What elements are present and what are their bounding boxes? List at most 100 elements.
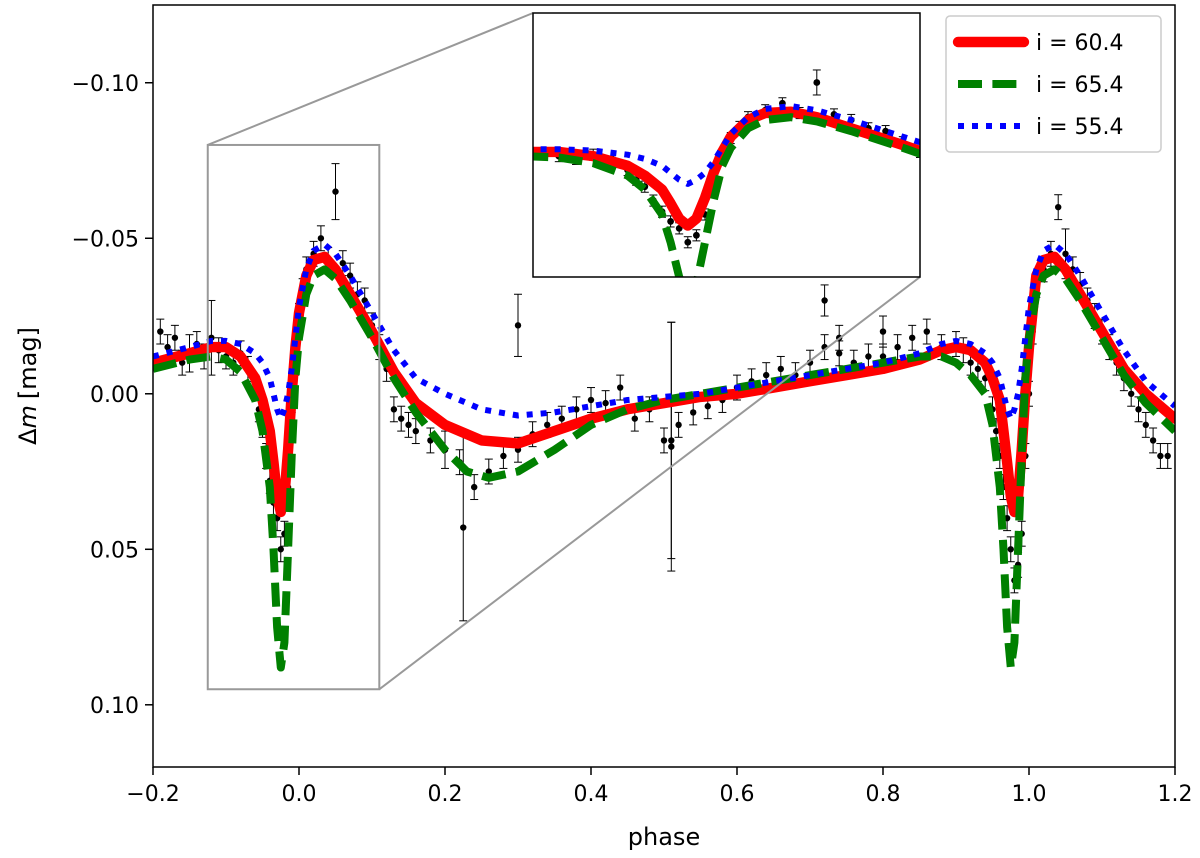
zoom-connector-bottom [378,276,921,691]
inset-observation-point [693,231,700,239]
inset-observation-point [882,127,889,135]
observation-point [164,343,171,351]
observation-point [277,546,284,553]
inset-observation-point [452,155,459,162]
observation-point [894,343,901,351]
zoom-region-box [206,143,381,691]
y-axis-label-unit: [mag] [14,327,42,399]
observation-point [332,188,339,195]
inset-observation-point [1140,211,1147,218]
observation-point [660,437,668,444]
observation-point [668,443,675,450]
observation-point [923,328,930,335]
inset-observation-point [934,158,941,165]
x-tick-label: 0.8 [866,782,901,807]
inset-observation-point [1037,190,1044,197]
y-tick-label: −0.10 [72,72,139,97]
x-axis-label: phase [628,823,700,851]
observation-point [1135,406,1142,413]
y-axis-label: Δm [mag] [14,327,42,445]
inset-observation-point [418,149,425,156]
observation-point [821,297,828,304]
x-tick-label: 1.0 [1012,782,1047,807]
observation-point [879,328,887,335]
x-tick-label: 0.6 [720,782,755,807]
x-tick-label: −0.2 [126,782,179,807]
y-tick-label: 0.10 [90,694,139,719]
legend-label: i = 55.4 [1036,115,1124,140]
inset-observation-point [521,144,528,151]
observation-point [558,415,565,422]
y-axis-ticks: −0.10 −0.05 0.00 0.05 0.10 [72,72,153,719]
observation-point [1164,452,1171,460]
inset-observation-point [1106,200,1113,207]
inset-observation-point [1003,186,1010,193]
y-tick-label: 0.00 [90,383,139,408]
inset-observation-point [401,142,408,149]
observation-point [471,483,478,491]
y-axis-label-var: m [14,405,42,428]
inset-observation-point [487,147,494,154]
observation-point [974,365,982,373]
observation-point [865,353,872,360]
observation-point [836,350,843,357]
y-axis-label-delta: Δ [14,428,42,445]
legend: i = 60.4 i = 65.4 i = 55.4 [945,15,1162,153]
observation-point [339,259,346,267]
observation-point [675,421,682,429]
observation-point [544,421,551,429]
observation-point [405,421,412,429]
observation-point [157,328,164,335]
x-tick-label: 1.2 [1158,782,1193,807]
observation-point [500,452,507,460]
observation-point [390,406,398,413]
inset-model-line-series-3 [533,103,920,187]
observation-point [346,272,354,279]
observation-point [1007,546,1014,553]
inset-zoom-plot [401,12,1147,278]
inset-axes-frame [532,12,921,278]
observation-point [317,235,325,242]
observation-point [967,359,974,366]
inset-observation-point [504,153,511,160]
main-axes-frame [152,4,1176,768]
observation-point [617,384,624,391]
observation-point [1128,390,1135,397]
main-plot-area: −0.2 0.0 0.2 0.4 0.6 0.8 1.0 1.2 −0.10 −0.05 0.00… [14,4,1193,851]
observation-point [587,396,595,404]
legend-frame [945,15,1162,153]
x-tick-label: 0.4 [574,782,609,807]
observation-point [909,334,916,341]
x-axis-ticks: −0.2 0.0 0.2 0.4 0.6 0.8 1.0 1.2 [126,767,1193,807]
observation-point [668,437,675,444]
observation-point [879,353,887,360]
observation-point [1055,203,1062,211]
inset-observation-point [435,144,442,151]
observation-point [704,403,711,410]
x-tick-label: 0.2 [428,782,463,807]
observation-point [179,359,186,366]
inset-model-lines [533,103,920,277]
observation-point [690,409,697,416]
legend-label: i = 65.4 [1036,73,1124,98]
y-tick-label: 0.05 [90,538,139,563]
observation-point [460,524,467,531]
observation-point [992,427,1000,435]
observation-point [171,334,179,341]
observation-point [763,371,770,379]
inset-observation-point [1114,229,1121,236]
inset-observation-point [684,238,692,246]
model-lines [153,241,1175,672]
observation-point [777,365,784,373]
observation-point [1149,437,1157,444]
observation-point [573,406,580,413]
observation-point [1142,421,1150,429]
inset-observation-point [968,181,975,188]
inset-observation-point [813,79,821,86]
inset-observation-point [985,183,992,190]
observation-point [602,399,609,407]
y-tick-label: −0.05 [72,227,139,252]
inset-observation-point [469,151,476,158]
observation-point [1062,250,1069,258]
